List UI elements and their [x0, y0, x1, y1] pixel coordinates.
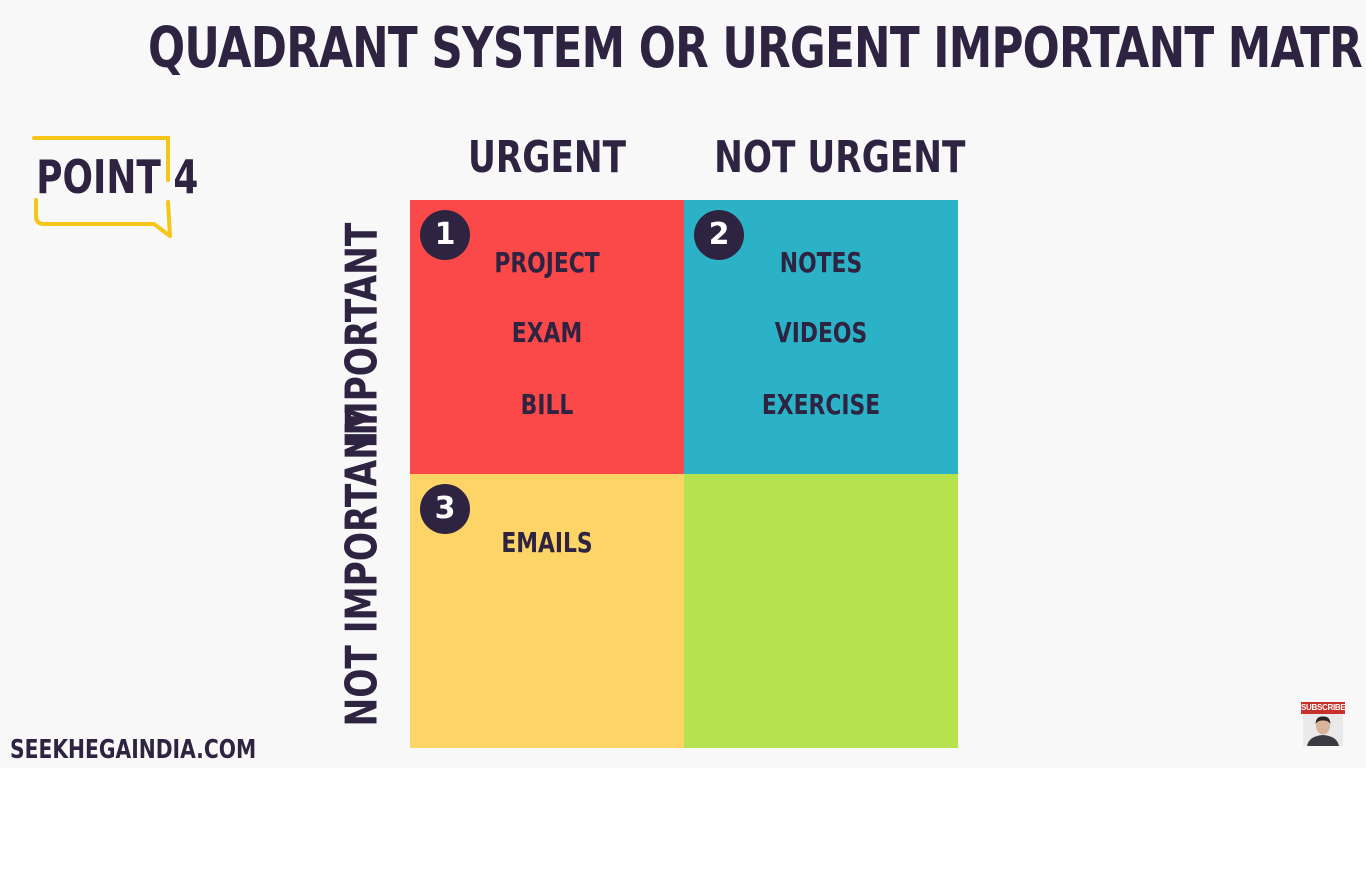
quadrant-item: EXERCISE: [761, 388, 881, 421]
quadrant-item: VIDEOS: [774, 316, 868, 349]
website-watermark: SEEKHEGAINDIA.COM: [10, 735, 257, 765]
video-frame: QUADRANT SYSTEM OR URGENT IMPORTANT MATR…: [10, 16, 1366, 765]
column-header-urgent: URGENT: [467, 132, 627, 183]
presenter-avatar-icon: [1303, 714, 1343, 746]
quadrant-not-urgent-not-important: [684, 474, 958, 748]
quadrant-item: PROJECT: [494, 246, 600, 279]
subscribe-label: SUBSCRIBE: [1301, 702, 1346, 714]
quadrant-number-badge: 3: [420, 484, 470, 534]
point-badge: POINT 4: [18, 132, 199, 242]
quadrant-item: BILL: [520, 388, 574, 421]
quadrant-item: EXAM: [511, 316, 583, 349]
quadrant-number-badge: 2: [694, 210, 744, 260]
row-label-not-important: NOT IMPORTANT: [336, 407, 388, 727]
page-title: QUADRANT SYSTEM OR URGENT IMPORTANT MATR…: [148, 16, 1366, 81]
badge-label: POINT 4: [36, 150, 199, 204]
quadrant-urgent-not-important: 3 EMAILS: [410, 474, 684, 748]
quadrant-number-badge: 1: [420, 210, 470, 260]
speech-bubble-icon: [32, 136, 172, 238]
quadrant-item: NOTES: [779, 246, 863, 279]
column-header-not-urgent: NOT URGENT: [714, 132, 966, 183]
quadrant-item: EMAILS: [501, 526, 593, 559]
subscribe-button[interactable]: SUBSCRIBE: [1301, 702, 1346, 746]
quadrant-urgent-important: 1 PROJECT EXAM BILL: [410, 200, 684, 474]
quadrant-not-urgent-important: 2 NOTES VIDEOS EXERCISE: [684, 200, 958, 474]
